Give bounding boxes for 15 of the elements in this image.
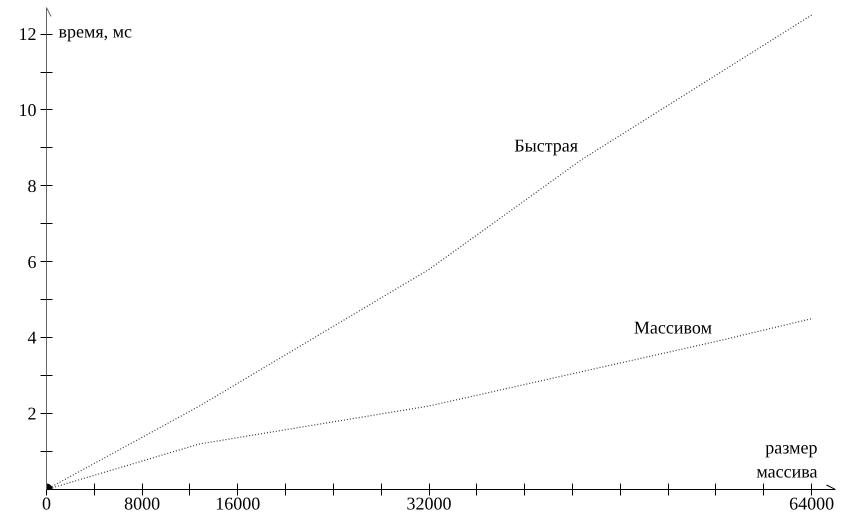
x-tick-label: 16000 [215, 494, 260, 514]
y-tick-label: 4 [28, 328, 36, 348]
y-tick-label: 6 [28, 252, 36, 272]
series-label: Быстрая [514, 135, 578, 156]
x-axis-title: размер массива [756, 438, 818, 482]
y-tick-label: 12 [18, 24, 36, 44]
series-label: Массивом [634, 317, 712, 338]
y-tick-label: 8 [28, 176, 36, 196]
x-tick-label: 32000 [406, 494, 452, 514]
y-tick-label: 2 [28, 404, 36, 424]
x-tick-label: 8000 [124, 494, 160, 514]
y-axis-title: время, мс [58, 22, 132, 42]
x-tick-label: 0 [42, 494, 51, 514]
x-tick-label: 64000 [789, 494, 834, 514]
y-tick-label: 10 [18, 100, 36, 120]
